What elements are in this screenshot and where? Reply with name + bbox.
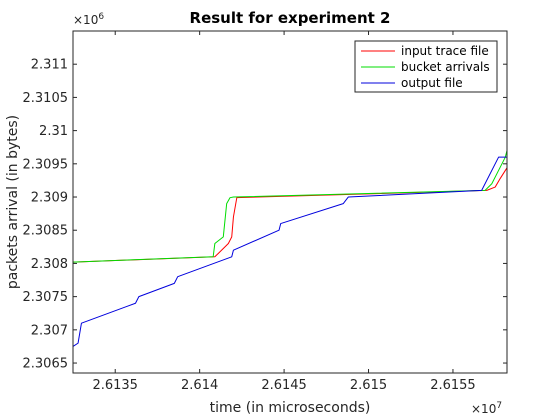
y-exponent-base: ×10 — [73, 13, 98, 27]
y-tick-label: 2.3105 — [23, 91, 69, 106]
x-tick-label: 2.615 — [350, 378, 387, 393]
series-line-output-file — [72, 156, 507, 347]
legend-label: input trace file — [401, 44, 489, 58]
y-tick-label: 2.3065 — [23, 357, 69, 372]
series-line-input-trace-file — [72, 167, 508, 263]
x-exponent-label: ×107 — [471, 401, 502, 416]
y-tick-label: 2.3095 — [23, 157, 69, 172]
y-tick-label: 2.307 — [31, 323, 68, 338]
legend: input trace file bucket arrivals output fi… — [354, 40, 498, 93]
series-layer — [72, 150, 508, 347]
y-tick-label: 2.3085 — [23, 224, 69, 239]
y-exponent-label: ×106 — [73, 12, 104, 27]
y-tick-label: 2.3075 — [23, 290, 69, 305]
y-tick-label: 2.309 — [31, 191, 68, 206]
chart-title: Result for experiment 2 — [190, 9, 391, 27]
y-tick-label: 2.308 — [31, 257, 68, 272]
y-tick-label: 2.311 — [31, 58, 68, 73]
y-tick-label: 2.31 — [39, 124, 68, 139]
x-exponent-base: ×10 — [471, 402, 496, 416]
x-axis-label: time (in microseconds) — [210, 400, 371, 416]
x-tick-label: 2.6155 — [430, 378, 476, 393]
axes-box — [72, 30, 508, 374]
x-exponent-power: 7 — [496, 401, 502, 411]
x-tick-label: 2.614 — [181, 378, 218, 393]
y-exponent-power: 6 — [98, 12, 104, 22]
axes-layer: 2.6135 2.614 2.6145 2.615 2.6155 2.3065 2.307 2… — [23, 31, 507, 393]
legend-label: output file — [401, 76, 463, 90]
x-tick-label: 2.6135 — [92, 378, 138, 393]
y-axis-label: packets arrival (in bytes) — [5, 115, 21, 289]
legend-label: bucket arrivals — [401, 60, 490, 74]
x-tick-label: 2.6145 — [261, 378, 307, 393]
series-line-bucket-arrivals — [72, 150, 508, 263]
